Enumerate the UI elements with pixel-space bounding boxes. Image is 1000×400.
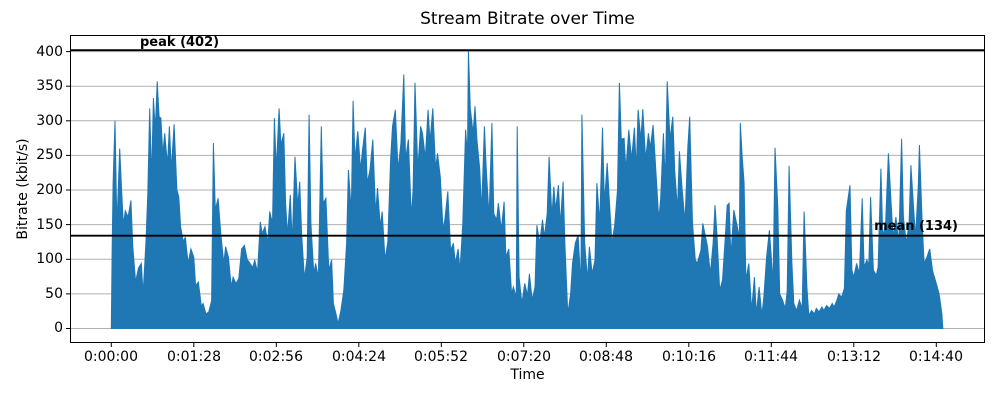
y-tick-label: 50 bbox=[45, 286, 63, 302]
chart-canvas bbox=[66, 35, 985, 347]
plot-border bbox=[70, 35, 985, 343]
y-tick-label: 200 bbox=[36, 182, 63, 198]
y-tick-label: 0 bbox=[54, 320, 63, 336]
mean-annotation: mean (134) bbox=[874, 219, 958, 234]
x-tick-label: 0:07:20 bbox=[497, 349, 551, 365]
x-axis-label: Time bbox=[510, 367, 545, 383]
x-tick-label: 0:10:16 bbox=[662, 349, 716, 365]
chart-title: Stream Bitrate over Time bbox=[420, 9, 635, 29]
x-tick-label: 0:04:24 bbox=[332, 349, 386, 365]
x-tick-label: 0:08:48 bbox=[579, 349, 633, 365]
x-tick-label: 0:05:52 bbox=[414, 349, 468, 365]
y-tick-label: 300 bbox=[36, 113, 63, 129]
x-tick-label: 0:13:12 bbox=[827, 349, 881, 365]
x-tick-label: 0:01:28 bbox=[167, 349, 221, 365]
x-tick-label: 0:11:44 bbox=[744, 349, 798, 365]
y-tick-label: 100 bbox=[36, 251, 63, 267]
x-tick-label: 0:14:40 bbox=[909, 349, 963, 365]
x-tick-label: 0:02:56 bbox=[249, 349, 303, 365]
y-tick-label: 350 bbox=[36, 78, 63, 94]
bitrate-area bbox=[110, 50, 944, 329]
plot-area bbox=[66, 35, 985, 347]
y-tick-label: 400 bbox=[36, 44, 63, 60]
peak-annotation: peak (402) bbox=[140, 35, 220, 50]
y-tick-label: 250 bbox=[36, 147, 63, 163]
y-tick-label: 150 bbox=[36, 217, 63, 233]
x-tick-label: 0:00:00 bbox=[84, 349, 138, 365]
